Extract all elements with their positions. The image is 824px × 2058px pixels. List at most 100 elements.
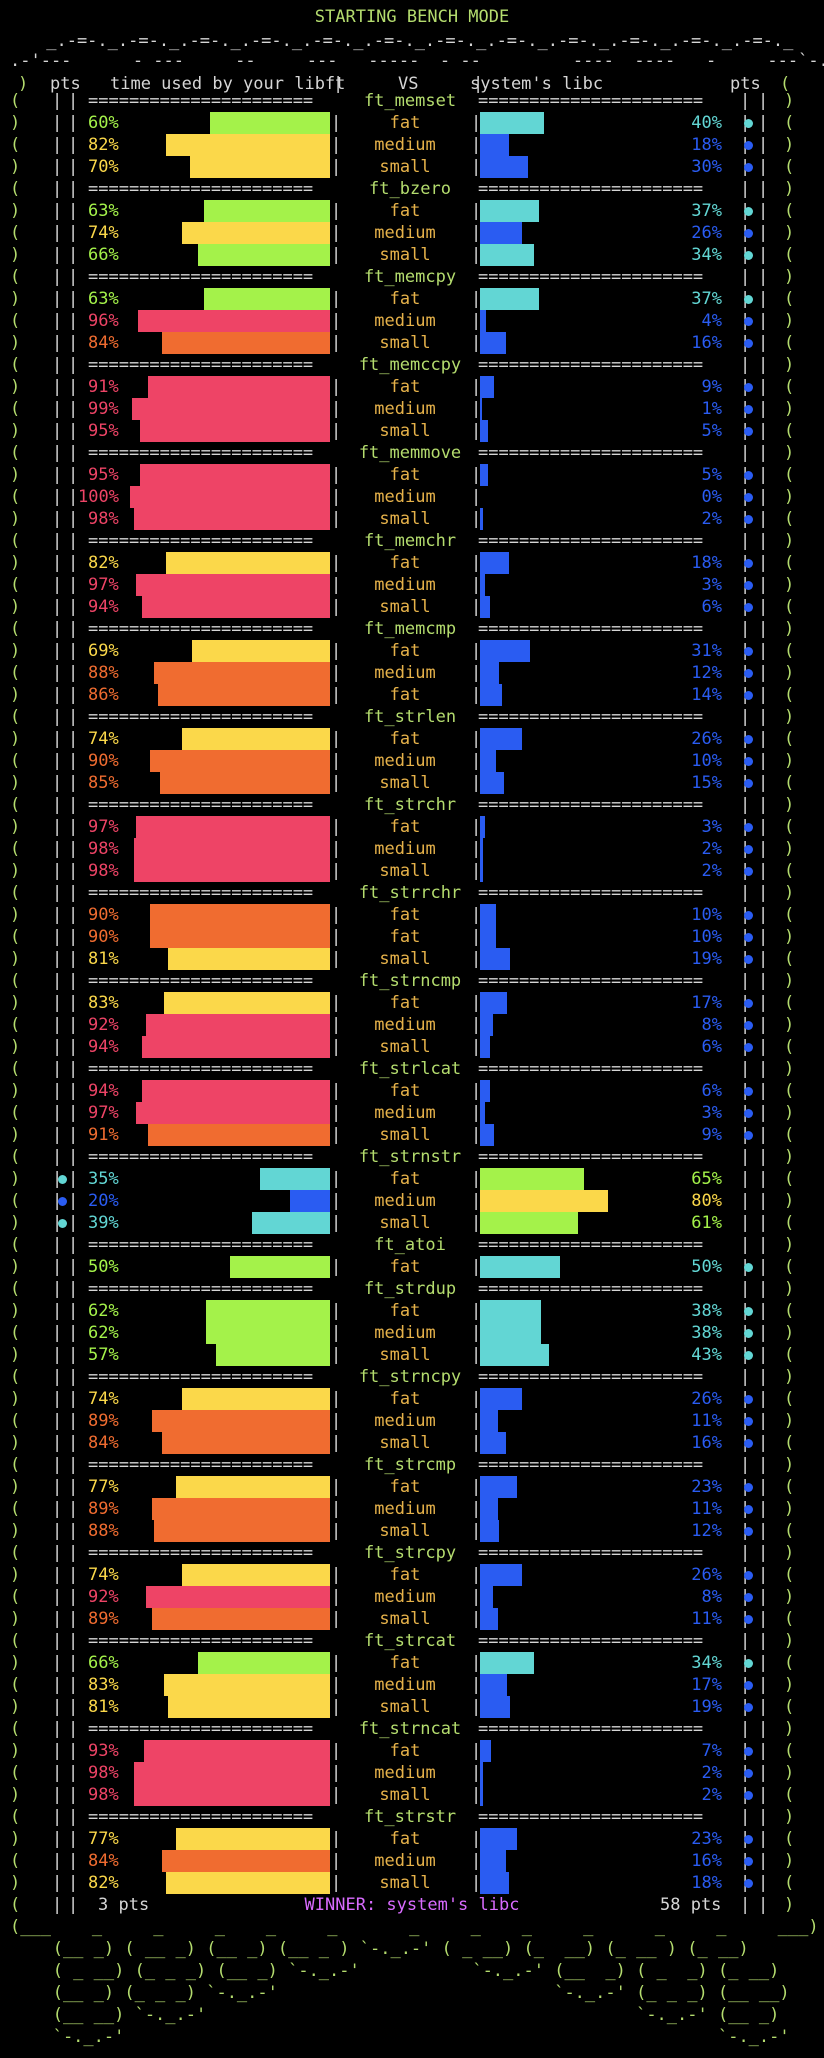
column-divider: | [331,1741,342,1761]
pts-divider: | [758,553,769,573]
pts-divider: | [52,1168,62,1190]
border-paren: ) [10,641,21,661]
pts-divider: | [68,751,79,771]
border-paren: ) [10,1477,21,1497]
pts-divider: | [740,1279,751,1299]
border-paren: ( [780,74,791,94]
border-paren: ( [784,1389,795,1409]
bottom-art: `-._.-' `-._.-' [22,2027,790,2047]
right-bar [480,1344,549,1366]
right-point-dot [744,1417,753,1426]
right-bar [480,838,483,860]
border-paren: ) [784,795,795,815]
pts-divider: | [740,443,751,463]
separator: ====================== [478,1367,704,1387]
size-label: small [379,421,431,441]
border-paren: ) [10,289,21,309]
pts-divider: | [52,487,63,507]
column-divider: | [331,399,342,419]
right-percent: 40% [691,113,722,133]
left-bar [164,992,330,1014]
pts-divider: | [758,1499,769,1519]
column-divider: | [471,1015,482,1035]
left-percent: 62% [88,1323,119,1343]
border-paren: ) [10,377,21,397]
separator: ====================== [88,443,314,463]
pts-divider: | [68,1829,79,1849]
pts-divider: | [52,1763,63,1783]
function-name: ft_memmove [358,443,462,463]
column-divider: | [331,751,342,771]
left-bar [168,948,330,970]
border-paren: ) [784,355,795,375]
right-bar [480,376,494,398]
right-bar [480,200,539,222]
pts-divider: | [52,267,63,287]
pts-divider: | [52,399,63,419]
right-percent: 12% [691,663,722,683]
separator: ====================== [478,91,704,111]
right-bar [480,1784,483,1806]
right-point-dot [744,339,753,348]
right-bar [480,1740,491,1762]
right-percent: 9% [701,1125,722,1145]
pts-divider: | [68,1169,79,1189]
border-paren: ( [784,377,795,397]
column-divider: | [471,575,482,595]
pts-divider: | [68,157,79,177]
right-point-dot [744,119,753,128]
border-paren: ) [784,663,795,683]
column-divider: | [471,223,482,243]
border-paren: ) [10,1565,21,1585]
right-percent: 6% [701,1081,722,1101]
pts-divider: | [68,1785,79,1805]
border-paren: ) [784,311,795,331]
function-name: ft_strlcat [358,1059,462,1079]
left-percent: 60% [88,113,119,133]
right-point-dot [744,911,753,920]
right-percent: 18% [691,553,722,573]
border-paren: ( [784,1125,795,1145]
right-point-dot [744,1747,753,1756]
function-name: ft_atoi [374,1235,446,1255]
left-bar [150,750,330,772]
right-point-dot [744,1351,753,1360]
pts-divider: | [52,861,63,881]
right-percent: 16% [691,1851,722,1871]
column-divider: | [471,421,482,441]
left-bar [140,420,330,442]
pts-divider: | [758,333,769,353]
pts-divider: | [52,443,63,463]
left-bar [150,926,330,948]
border-paren: ( [784,1521,795,1541]
left-bar [136,574,330,596]
pts-divider: | [68,685,79,705]
right-point-dot [744,955,753,964]
function-name: ft_strcpy [363,1543,457,1563]
pts-divider: | [68,245,79,265]
left-percent: 90% [88,751,119,771]
function-name: ft_strdup [363,1279,457,1299]
column-divider: | [471,641,482,661]
border-paren: ( [10,1675,21,1695]
pts-divider: | [740,1719,751,1739]
pts-divider: | [52,355,63,375]
border-paren: ( [784,1301,795,1321]
pts-divider: | [52,1565,63,1585]
right-percent: 17% [691,993,722,1013]
pts-divider: | [758,311,769,331]
pts-divider: | [740,1895,751,1915]
border-paren: ( [784,685,795,705]
right-percent: 26% [691,1565,722,1585]
size-label: medium [374,1103,436,1123]
separator: ====================== [88,355,314,375]
pts-divider: | [758,223,769,243]
pts-divider: | [52,1015,63,1035]
column-divider: | [331,113,342,133]
column-divider: | [471,377,482,397]
function-name: ft_strchr [363,795,457,815]
pts-divider: | [758,91,769,111]
separator: ====================== [88,1367,314,1387]
border-paren: ( [784,1169,795,1189]
right-point-dot [744,1087,753,1096]
